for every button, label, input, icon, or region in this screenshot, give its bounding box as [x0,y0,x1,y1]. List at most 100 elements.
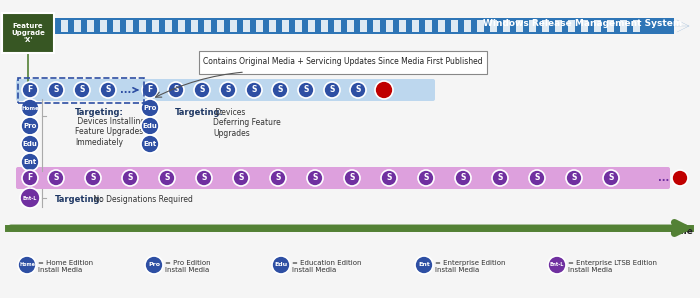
FancyBboxPatch shape [178,20,185,32]
Text: S: S [312,173,318,182]
Text: S: S [105,86,111,94]
Circle shape [142,82,158,98]
Circle shape [566,170,582,186]
Circle shape [22,82,38,98]
Circle shape [672,170,688,186]
FancyBboxPatch shape [438,20,445,32]
Text: F: F [27,86,33,94]
Circle shape [145,256,163,274]
Text: S: S [571,173,577,182]
Circle shape [603,170,619,186]
Circle shape [85,170,101,186]
Text: S: S [53,173,59,182]
Text: S: S [303,86,309,94]
FancyBboxPatch shape [386,20,393,32]
Text: Install Media: Install Media [568,267,612,273]
Circle shape [141,99,159,117]
Text: S: S [386,173,392,182]
Circle shape [122,170,138,186]
FancyBboxPatch shape [16,79,435,101]
FancyBboxPatch shape [529,20,536,32]
Circle shape [529,170,545,186]
Text: S: S [534,173,540,182]
Circle shape [270,170,286,186]
Circle shape [350,82,366,98]
Circle shape [21,99,39,117]
Text: = Pro Edition: = Pro Edition [165,260,211,266]
Circle shape [74,82,90,98]
Circle shape [344,170,360,186]
Circle shape [21,135,39,153]
Text: S: S [497,173,503,182]
Circle shape [455,170,471,186]
FancyBboxPatch shape [516,20,523,32]
Text: Install Media: Install Media [165,267,209,273]
Text: S: S [251,86,257,94]
FancyBboxPatch shape [568,20,575,32]
FancyBboxPatch shape [217,20,224,32]
Circle shape [375,81,393,99]
Text: S: S [277,86,283,94]
Text: S: S [608,173,614,182]
Text: S: S [349,173,355,182]
Text: = Enterprise LTSB Edition: = Enterprise LTSB Edition [568,260,657,266]
Text: Home: Home [19,263,35,268]
Text: S: S [199,86,204,94]
Circle shape [298,82,314,98]
FancyBboxPatch shape [542,20,549,32]
Text: Devices Installing
Feature Upgrades
Immediately: Devices Installing Feature Upgrades Imme… [75,117,146,147]
Circle shape [168,82,184,98]
Text: Feature
Upgrade
'X': Feature Upgrade 'X' [11,23,45,43]
Text: S: S [329,86,335,94]
Circle shape [21,153,39,171]
Text: Edu: Edu [143,123,158,129]
FancyBboxPatch shape [126,20,133,32]
Text: Edu: Edu [22,141,37,147]
Text: Targeting:: Targeting: [175,108,224,117]
Text: S: S [461,173,466,182]
FancyBboxPatch shape [295,20,302,32]
FancyBboxPatch shape [61,20,68,32]
Circle shape [381,170,397,186]
FancyBboxPatch shape [451,20,458,32]
Text: S: S [90,173,96,182]
Text: F: F [27,173,33,182]
Text: S: S [164,173,169,182]
Text: S: S [202,173,206,182]
Text: Time: Time [669,227,694,236]
FancyBboxPatch shape [503,20,510,32]
FancyBboxPatch shape [334,20,341,32]
Text: S: S [174,86,178,94]
FancyBboxPatch shape [360,20,367,32]
Circle shape [48,82,64,98]
FancyBboxPatch shape [477,20,484,32]
FancyBboxPatch shape [269,20,276,32]
Circle shape [324,82,340,98]
FancyBboxPatch shape [282,20,289,32]
FancyBboxPatch shape [165,20,172,32]
FancyBboxPatch shape [199,50,486,74]
Circle shape [246,82,262,98]
Text: Windows Release Management System: Windows Release Management System [483,19,682,29]
Circle shape [492,170,508,186]
FancyBboxPatch shape [2,13,54,53]
Circle shape [418,170,434,186]
Text: Install Media: Install Media [38,267,83,273]
FancyBboxPatch shape [256,20,263,32]
Text: S: S [238,173,244,182]
FancyBboxPatch shape [620,20,627,32]
Circle shape [415,256,433,274]
Circle shape [18,256,36,274]
Circle shape [48,170,64,186]
Text: = Home Edition: = Home Edition [38,260,93,266]
FancyBboxPatch shape [347,20,354,32]
Text: Install Media: Install Media [292,267,336,273]
Text: = Enterprise Edition: = Enterprise Edition [435,260,505,266]
FancyBboxPatch shape [55,18,674,34]
Text: S: S [424,173,428,182]
Text: ...: ... [120,85,132,95]
Text: Contains Original Media + Servicing Updates Since Media First Published: Contains Original Media + Servicing Upda… [203,58,482,66]
Circle shape [141,117,159,135]
Text: Ent: Ent [144,141,157,147]
Text: Pro: Pro [23,123,36,129]
